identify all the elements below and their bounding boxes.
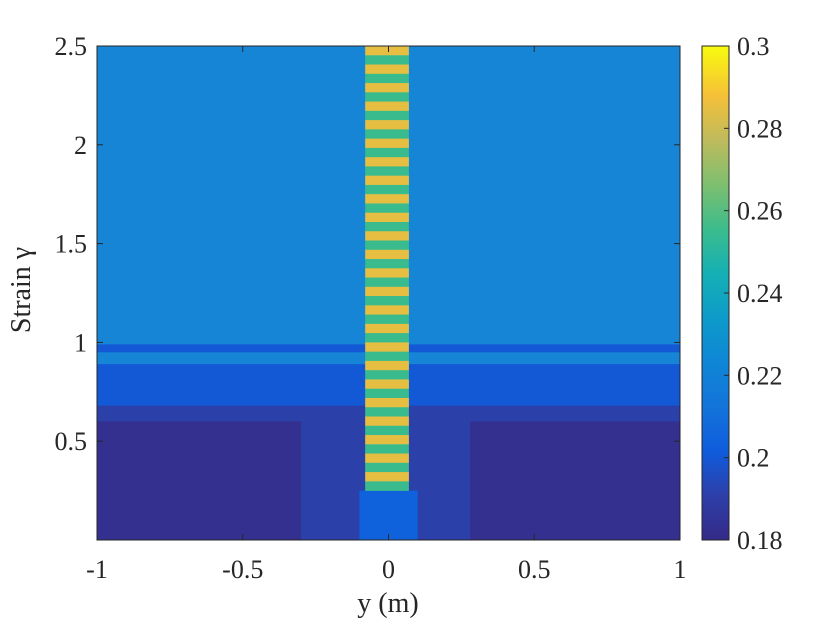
band-stripe [365, 249, 409, 260]
band-stripe [365, 83, 409, 93]
x-tick-label: 0 [382, 555, 395, 584]
band-stripe [365, 240, 409, 251]
band-stripe [365, 73, 409, 84]
band-stripe [365, 166, 409, 176]
band-stripe [365, 314, 409, 325]
colorbar-tick-label: 0.3 [737, 32, 770, 61]
band-stripe [365, 407, 409, 417]
y-tick-label: 1 [74, 328, 87, 357]
band-stripe [365, 64, 409, 75]
oscillating-shear-band [365, 46, 409, 491]
band-stripe [365, 370, 409, 380]
band-stripe [365, 342, 409, 352]
x-axis: -1 -0.5 0 0.5 1 [86, 46, 687, 584]
x-tick-label: -0.5 [222, 555, 263, 584]
band-stripe [365, 147, 409, 158]
colorbar-tick-label: 0.2 [737, 444, 770, 473]
region-outer-lower-right [470, 421, 680, 540]
band-stripe [365, 110, 409, 121]
band-stripe [365, 129, 409, 139]
y-tick-label: 2 [74, 131, 87, 160]
x-tick-label: 0.5 [518, 555, 551, 584]
band-stripe [365, 92, 409, 102]
band-stripe [365, 296, 409, 306]
band-stripe [365, 444, 409, 454]
band-stripe [365, 472, 409, 482]
band-stripe [365, 462, 409, 473]
band-stripe [365, 120, 409, 130]
band-stripe [365, 157, 409, 167]
colorbar-tick-label: 0.26 [737, 197, 783, 226]
colorbar-ticks: 0.18 0.2 0.22 0.24 0.26 0.28 0.3 [724, 32, 783, 555]
colorbar-tick-label: 0.18 [737, 526, 783, 555]
band-stripe [365, 259, 409, 269]
band-stripe [365, 203, 409, 214]
band-stripe [365, 184, 409, 195]
band-stripe [365, 101, 409, 112]
y-tick-label: 0.5 [55, 427, 88, 456]
band-stripe [365, 46, 409, 56]
band-stripe [365, 435, 409, 445]
heatmap-plot-area [96, 45, 681, 541]
band-stripe [365, 212, 409, 223]
region-outer-lower-left [97, 421, 302, 540]
band-stripe [365, 194, 409, 204]
band-stripe [365, 268, 409, 278]
x-tick-label: -1 [86, 555, 108, 584]
band-stripe [365, 351, 409, 362]
colorbar-tick-label: 0.28 [737, 114, 783, 143]
colorbar-tick-label: 0.24 [737, 279, 783, 308]
band-stripe [365, 175, 409, 186]
band-stripe [365, 481, 409, 491]
band-stripe [365, 425, 409, 436]
band-stripe [365, 397, 409, 408]
y-axis: 0.5 1 1.5 2 2.5 [55, 32, 680, 456]
band-stripe [365, 277, 409, 288]
band-stripe [365, 231, 409, 241]
band-stripe [365, 360, 409, 371]
x-tick-label: 1 [674, 555, 687, 584]
band-stripe [365, 138, 409, 149]
y-axis-label: Strain γ [6, 247, 37, 333]
band-stripe [365, 286, 409, 297]
band-stripe [365, 379, 409, 390]
band-stripe [365, 416, 409, 427]
band-stripe [365, 388, 409, 399]
band-stripe [365, 305, 409, 315]
y-tick-label: 1.5 [55, 230, 88, 259]
band-stripe [365, 333, 409, 343]
band-stripe [365, 55, 409, 65]
band-stripe [365, 221, 409, 232]
colorbar-tick-label: 0.22 [737, 361, 783, 390]
region-shear-zone-column [359, 490, 418, 540]
band-stripe [365, 323, 409, 334]
x-axis-label: y (m) [357, 588, 418, 619]
y-tick-label: 2.5 [55, 32, 88, 61]
band-stripe [365, 453, 409, 464]
colorbar: 0.18 0.2 0.22 0.24 0.26 0.28 0.3 [701, 32, 783, 555]
